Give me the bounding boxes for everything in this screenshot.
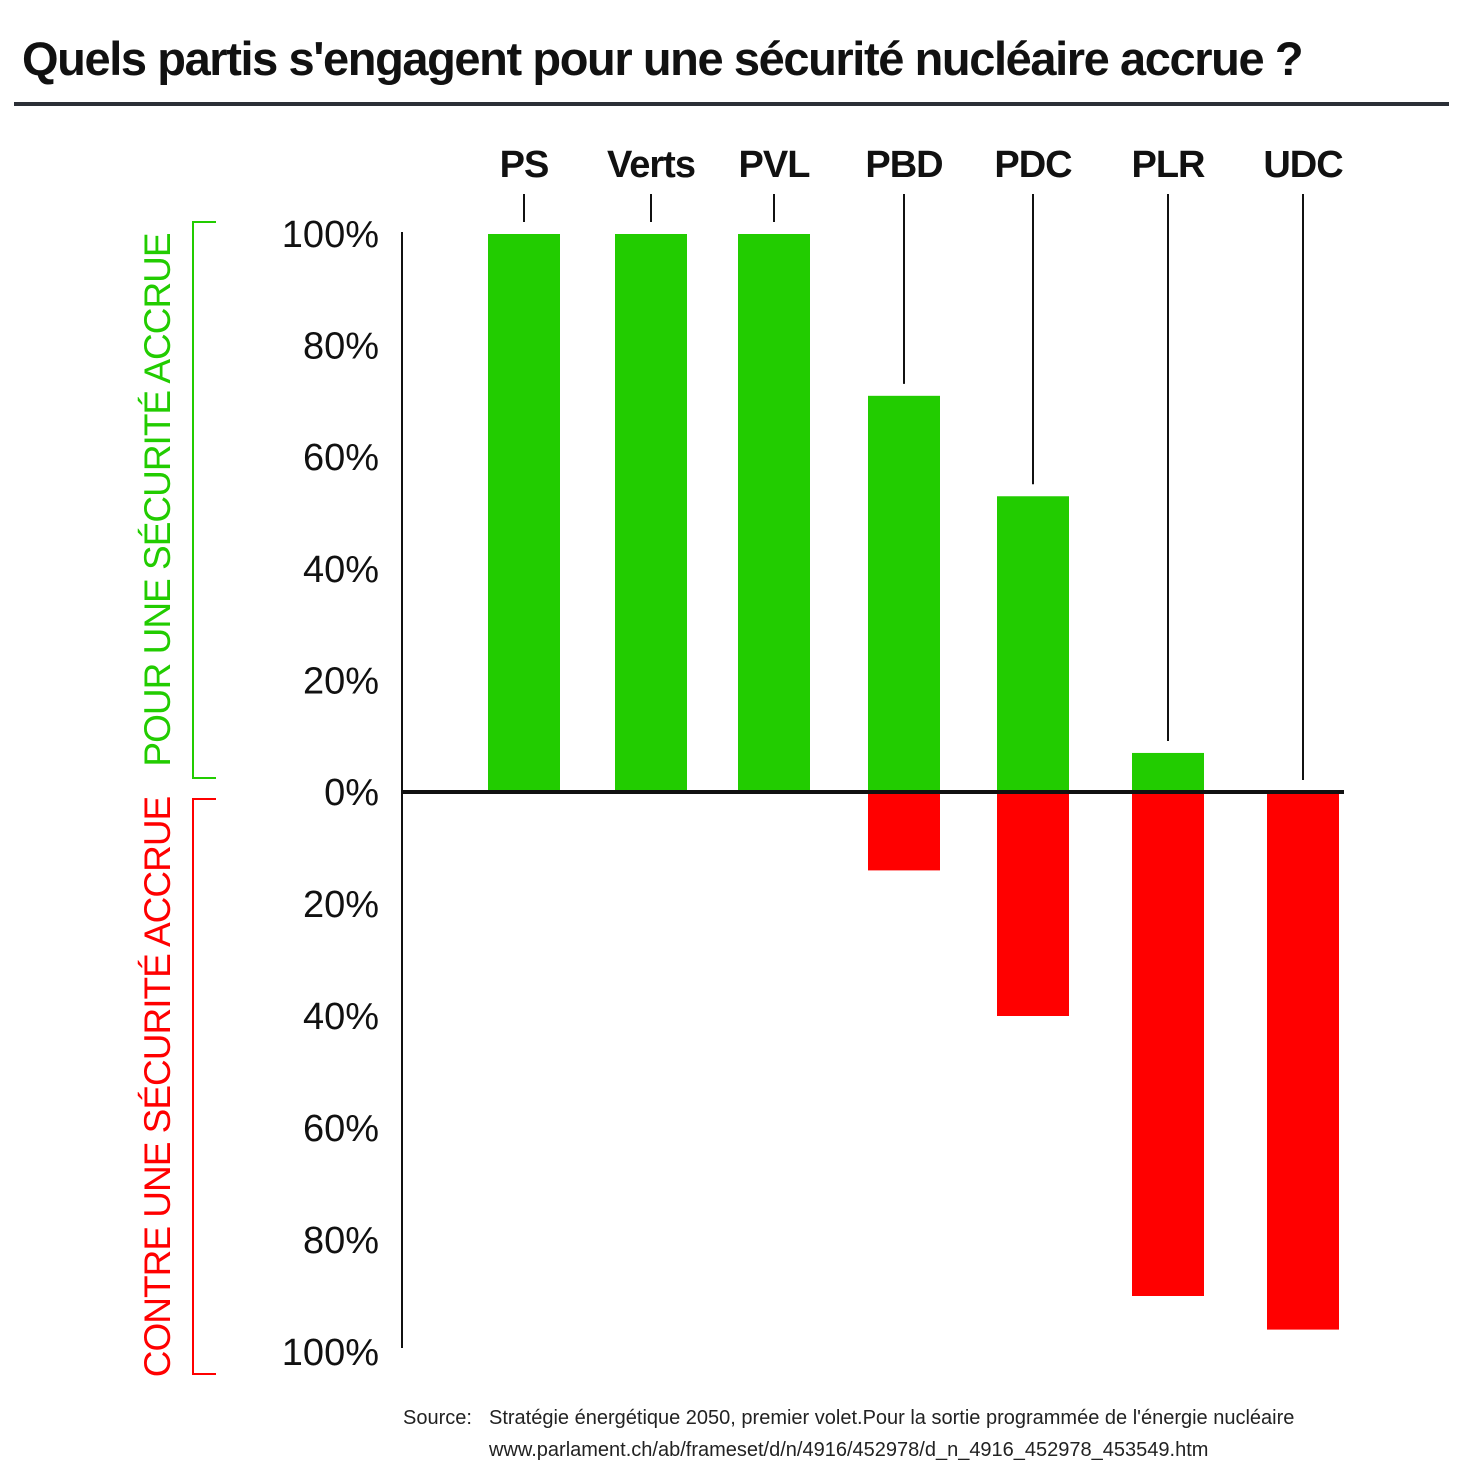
y-tick-label: 40% <box>303 549 379 591</box>
bar-contre <box>1267 792 1339 1330</box>
y-tick-label: 100% <box>282 214 379 256</box>
y-tick-label: 60% <box>303 1108 379 1150</box>
source-label: Source: <box>403 1407 472 1429</box>
chart-title: Quels partis s'engagent pour une sécurit… <box>22 32 1302 85</box>
y-tick-label: 100% <box>282 1332 379 1374</box>
category-label: UDC <box>1263 144 1343 186</box>
category-label: PDC <box>994 144 1072 186</box>
legend-contre-label: CONTRE UNE SÉCURITÉ ACCRUE <box>137 796 178 1377</box>
bar-pour <box>997 496 1069 792</box>
legend-for: POUR UNE SÉCURITÉ ACCRUE <box>137 221 216 779</box>
legend-contre-bracket <box>192 798 216 1375</box>
legend-for-label: POUR UNE SÉCURITÉ ACCRUE <box>137 233 178 766</box>
legend-for-bracket <box>192 221 216 779</box>
bar-pour <box>615 234 687 792</box>
bar-contre <box>997 792 1069 1016</box>
bar-contre <box>868 792 940 871</box>
bar-pour <box>738 234 810 792</box>
y-tick-label: 20% <box>303 660 379 702</box>
bar-pour <box>1132 752 1204 792</box>
bar-pour <box>488 234 560 792</box>
source-note: Source: Stratégie énergétique 2050, prem… <box>403 1407 1294 1461</box>
category-label: Verts <box>607 144 695 186</box>
y-tick-label: 0% <box>324 772 379 814</box>
source-line-2: www.parlament.ch/ab/frameset/d/n/4916/45… <box>488 1439 1208 1461</box>
category-label: PS <box>500 144 549 186</box>
bar-contre <box>1132 792 1204 1296</box>
category-label: PBD <box>865 144 942 186</box>
category-label: PVL <box>739 144 811 186</box>
bar-pour <box>868 395 940 792</box>
y-tick-label: 20% <box>303 884 379 926</box>
plot-area: 100% 80% 60% 40% 20% 0% 20% 40% 60% 80% 100% PS Vert… <box>282 144 1344 1374</box>
y-tick-label: 80% <box>303 1220 379 1262</box>
legend-contre: CONTRE UNE SÉCURITÉ ACCRUE <box>137 796 216 1377</box>
source-line-1: Stratégie énergétique 2050, premier vole… <box>489 1407 1294 1429</box>
y-tick-label: 80% <box>303 326 379 368</box>
category-label: PLR <box>1132 144 1206 186</box>
y-tick-label: 40% <box>303 996 379 1038</box>
y-tick-label: 60% <box>303 437 379 479</box>
